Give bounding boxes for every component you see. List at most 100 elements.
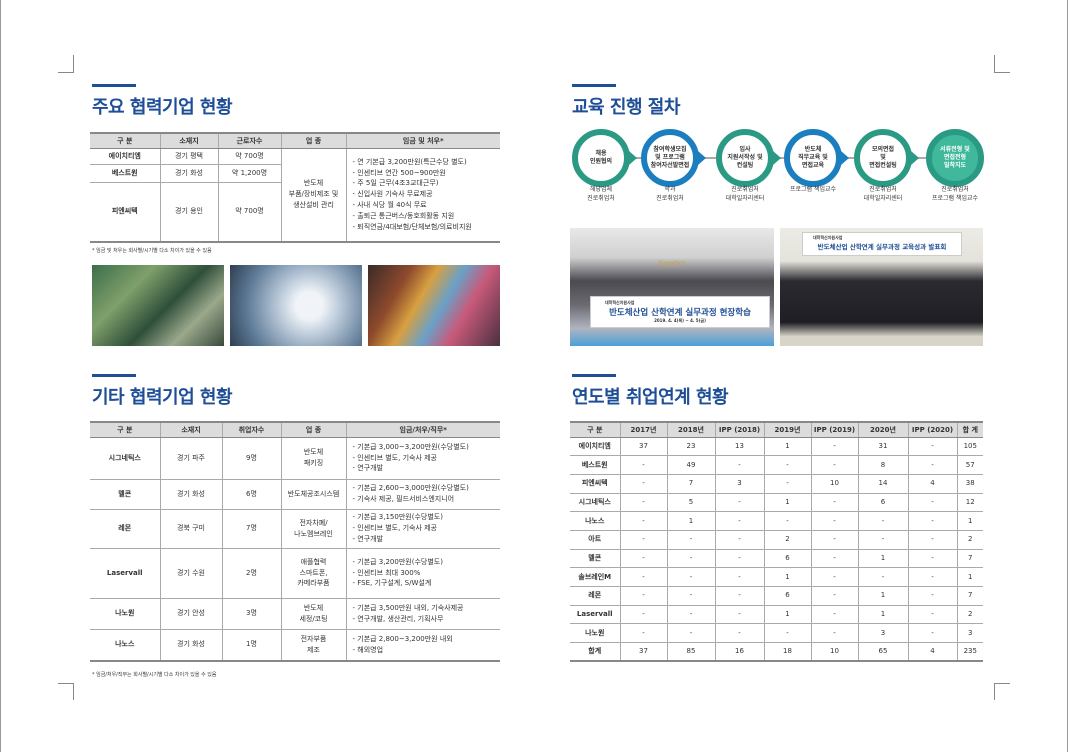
table-header-row: 구 분 소재지 근로자수 업 종 임금 및 처우*	[90, 132, 500, 149]
table-row: 피엔씨텍 -7 3-10 14 4 38	[570, 474, 983, 494]
step-label: 입사 지원서작성 및 컨설팅	[727, 146, 762, 169]
industry-line: 스마트폰,	[299, 568, 328, 577]
industry-line: 제조	[307, 645, 320, 654]
benefit-item: - 주 5일 근무(4조3교대근무)	[352, 179, 439, 188]
step-label-line: 참여학생모집	[653, 146, 687, 154]
location: 경기 화성	[159, 164, 218, 183]
count-cell: -	[907, 530, 957, 550]
footnote: * 임금 및 처우는 회사별/시기별 다소 차이가 있을 수 있음	[92, 248, 212, 254]
count-cell: 16	[714, 642, 764, 663]
count-cell: -	[619, 549, 667, 569]
step-label: 모의면접 및 면접컨설팅	[869, 146, 897, 169]
detail-item: - 기본급 3,500만원 내외, 기숙사제공	[352, 603, 464, 612]
detail-item: - 기본급 2,600~3,000만원(수당별도)	[352, 484, 469, 493]
col-header: 취업자수	[221, 421, 281, 438]
banner-text: 반도체산업 산학연계 실무과정 교육성과 발표회	[817, 243, 947, 251]
count-cell: 3	[714, 474, 764, 494]
count-cell: -	[714, 567, 764, 587]
banner-date: 2019. 4. 4(목) ~ 4. 5(금)	[654, 318, 706, 323]
count-cell: -	[714, 549, 764, 569]
table-row: 아트 - - -2- - -2	[570, 530, 983, 550]
detail-item: - 인센티브 별도, 기숙사 제공	[352, 453, 438, 462]
count-cell: -	[857, 530, 908, 550]
count-cell: 6	[857, 493, 908, 513]
company-name: 멜콘	[570, 549, 620, 569]
industry-cell: 반도체 부품/장비제조 및 생산설비 관리	[280, 148, 346, 243]
col-header: 소재지	[159, 421, 222, 438]
col-header: 합 계	[956, 421, 983, 438]
benefit-item: - 출퇴근 통근버스/동호회활동 지원	[352, 212, 455, 221]
crop-mark	[73, 55, 74, 72]
industry-line: 반도체	[303, 179, 324, 188]
industry-line: 전자차폐/	[299, 518, 328, 527]
count-cell: -	[666, 530, 715, 550]
count-cell: -	[907, 549, 957, 569]
yearly-employment-table: 구 분 2017년 2018년 IPP (2018) 2019년 IPP (2019) 20…	[570, 421, 983, 663]
location: 경기 안성	[159, 598, 222, 630]
col-header: 근로자수	[217, 132, 281, 149]
company-name: 나노스	[570, 511, 620, 531]
col-header: 구 분	[90, 132, 160, 149]
banner-subtitle: 대학혁신지원사업	[605, 300, 635, 305]
title-accent-bar	[92, 84, 136, 87]
company-name: Laservall	[90, 548, 160, 599]
title-accent-bar	[92, 374, 136, 377]
total-row: 합계 37 85 16 18 10 65 4 235	[570, 642, 983, 663]
count-cell: -	[857, 567, 908, 587]
count-cell: 1	[857, 549, 908, 569]
count-cell: -	[810, 623, 858, 644]
table-row: 시그네틱스 -5-1-6-12	[570, 493, 983, 513]
count-cell: 1	[956, 511, 983, 531]
count-cell: 7	[956, 586, 983, 606]
company-name: 베스트원	[90, 164, 160, 183]
count-cell: 3	[857, 623, 908, 644]
count-cell: 85	[666, 642, 715, 663]
photo-presentation: 대학혁신지원사업 반도체산업 산학연계 실무과정 교육성과 발표회	[780, 228, 983, 346]
step-owner-line: 프로그램 책임교수	[789, 186, 837, 193]
count-cell: 3	[956, 623, 983, 644]
arrow-icon	[911, 151, 919, 165]
count-cell: 10	[810, 642, 858, 663]
details-cell: - 기본급 2,800~3,200만원 내외 - 해외영업	[345, 629, 500, 662]
col-header: 임금 및 처우*	[345, 132, 500, 149]
company-name: 시그네틱스	[570, 493, 620, 513]
crop-mark	[994, 72, 1010, 73]
count-cell: 37	[619, 642, 667, 663]
step-owner-line: 학과	[664, 186, 676, 193]
hire-count: 9명	[221, 437, 281, 480]
process-step: 반도체 직무교육 및 면접교육	[784, 129, 842, 187]
industry-cell: 반도체 세정/코팅	[280, 598, 346, 630]
industry-cell: 반도체 패키징	[280, 437, 346, 480]
col-header: IPP (2020)	[907, 421, 957, 438]
benefit-item: - 사내 식당 월 40식 무료	[352, 201, 427, 210]
count-cell: 2	[956, 530, 983, 550]
step-label: 반도체 직무교육 및 면접교육	[798, 146, 828, 169]
count-cell: -	[763, 623, 811, 644]
step-owner: 진로취업처 프로그램 책임교수	[915, 186, 995, 203]
process-step: 서류전형 및 면접전형 밀착지도	[926, 129, 984, 187]
industry-line: 반도체공조시스템	[287, 489, 340, 498]
count-cell: -	[763, 474, 811, 494]
industry-cell: 반도체공조시스템	[280, 479, 346, 510]
section-title-main-partners: 주요 협력기업 현황	[92, 97, 233, 118]
location: 경기 화성	[159, 479, 222, 510]
col-header: 구 분	[570, 421, 620, 438]
step-label-line: 채용	[595, 150, 607, 158]
step-label-line: 면접교육	[801, 161, 825, 169]
step-label: 채용 인원협의	[590, 150, 612, 166]
count-cell: 31	[857, 437, 908, 457]
count-cell: 7	[666, 474, 715, 494]
count-cell: -	[714, 530, 764, 550]
industry-line: 세정/코팅	[299, 614, 328, 623]
company-name: 레몬	[570, 586, 620, 606]
count-cell: -	[907, 567, 957, 587]
step-owner-line: 진로취업처	[731, 186, 759, 193]
detail-item: - 인센티브 별도, 기숙사 제공	[352, 524, 438, 533]
step-owner-line: 대학일자리센터	[725, 194, 765, 202]
step-label-line: 직무교육 및	[798, 154, 828, 162]
crop-mark	[994, 683, 1010, 684]
count-cell: 5	[666, 493, 715, 513]
step-owner-line: 진로취업처	[869, 186, 897, 193]
detail-item: - 연구개발, 생산관리, 기획사무	[352, 614, 444, 623]
process-step: 채용 인원협의	[572, 129, 630, 187]
